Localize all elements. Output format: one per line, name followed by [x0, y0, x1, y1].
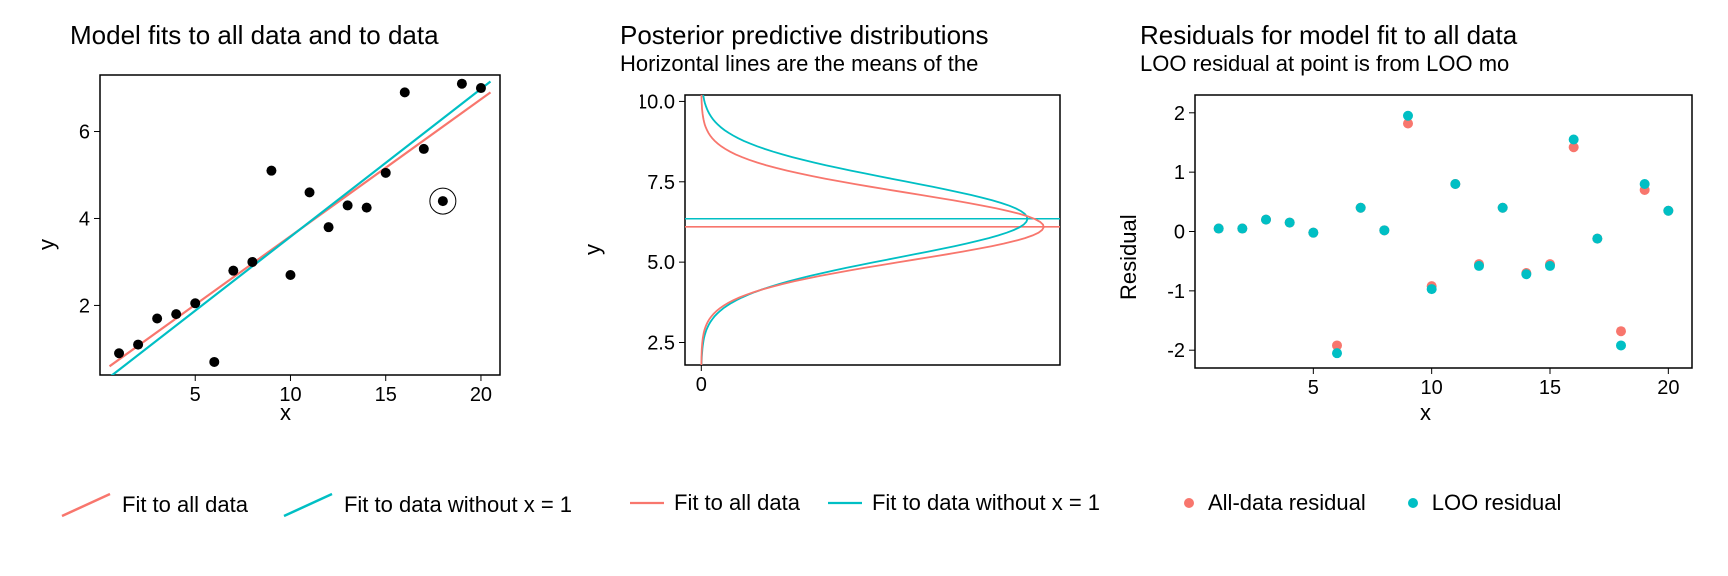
panel3-xlabel: x — [1420, 400, 1431, 426]
panel1-plot: 5101520246 — [70, 65, 510, 435]
legend-hline-icon — [828, 493, 862, 513]
svg-text:6: 6 — [79, 122, 90, 144]
svg-text:2: 2 — [79, 295, 90, 317]
panel2-plot: 2.5 5.0 7.5 10.0 0 — [640, 90, 1065, 420]
legend-label: LOO residual — [1432, 490, 1562, 516]
legend-label: Fit to all data — [122, 492, 248, 518]
panel3-title: Residuals for model fit to all data — [1140, 20, 1720, 51]
svg-text:2.5: 2.5 — [647, 333, 675, 355]
svg-text:1: 1 — [1174, 162, 1185, 184]
panel-2: Posterior predictive distributions Horiz… — [620, 20, 1080, 77]
svg-text:10.0: 10.0 — [640, 91, 675, 113]
panel2-legend: Fit to all data Fit to data without x = … — [630, 490, 1150, 516]
svg-text:0: 0 — [1174, 222, 1185, 244]
svg-text:20: 20 — [1657, 377, 1679, 399]
svg-text:4: 4 — [79, 208, 90, 230]
panel3-plot: 5 10 15 20 -2 -1 0 1 2 — [1160, 90, 1700, 428]
panel1-xlabel: x — [280, 400, 291, 426]
svg-text:7.5: 7.5 — [647, 172, 675, 194]
legend-label: All-data residual — [1208, 490, 1366, 516]
legend-label: Fit to data without x = 1 — [344, 492, 572, 518]
panel2-ylabel: y — [580, 244, 606, 255]
svg-text:5: 5 — [190, 384, 201, 406]
panel1-ylabel: y — [34, 239, 60, 250]
svg-text:-1: -1 — [1167, 281, 1185, 303]
svg-text:5.0: 5.0 — [647, 252, 675, 274]
svg-text:0: 0 — [696, 374, 707, 396]
svg-text:15: 15 — [1539, 377, 1561, 399]
legend-hline-icon — [630, 493, 664, 513]
svg-text:2: 2 — [1174, 103, 1185, 125]
panel2-title: Posterior predictive distributions — [620, 20, 1080, 51]
panel-3: Residuals for model fit to all data LOO … — [1140, 20, 1720, 77]
legend-label: Fit to all data — [674, 490, 800, 516]
legend-line-icon — [282, 490, 334, 520]
svg-text:15: 15 — [375, 384, 397, 406]
panel3-legend: All-data residual LOO residual — [1180, 490, 1720, 516]
panel1-title: Model fits to all data and to data — [70, 20, 570, 51]
panel3-subtitle: LOO residual at point is from LOO mo — [1140, 51, 1720, 77]
legend-line-icon — [60, 490, 112, 520]
svg-text:5: 5 — [1308, 377, 1319, 399]
svg-text:-2: -2 — [1167, 340, 1185, 362]
panel-1: Model fits to all data and to data — [70, 20, 570, 51]
panel1-legend: Fit to all data Fit to data without x = … — [60, 490, 620, 520]
svg-text:20: 20 — [470, 384, 492, 406]
svg-text:10: 10 — [1421, 377, 1443, 399]
legend-label: Fit to data without x = 1 — [872, 490, 1100, 516]
legend-dot-icon — [1404, 494, 1422, 512]
panel3-ylabel: Residual — [1116, 214, 1142, 300]
legend-dot-icon — [1180, 494, 1198, 512]
panel2-subtitle: Horizontal lines are the means of the — [620, 51, 1080, 77]
